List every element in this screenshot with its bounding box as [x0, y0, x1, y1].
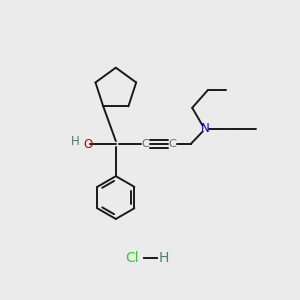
- Text: H: H: [158, 251, 169, 266]
- Text: O: O: [84, 138, 93, 151]
- Text: Cl: Cl: [125, 251, 139, 266]
- Text: N: N: [201, 122, 209, 135]
- Text: H: H: [70, 135, 79, 148]
- Text: C: C: [142, 139, 149, 149]
- Text: C: C: [168, 139, 176, 149]
